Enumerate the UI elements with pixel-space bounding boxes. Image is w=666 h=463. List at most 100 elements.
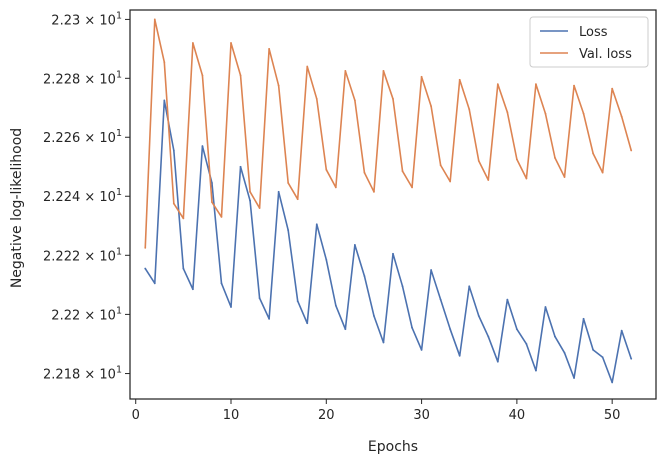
series-0-point-12 [258, 297, 261, 300]
series-1-point-32 [449, 180, 452, 183]
series-0-point-13 [268, 317, 271, 320]
series-0-point-0 [144, 267, 147, 270]
legend: Loss Val. loss [529, 16, 649, 68]
series-1-point-20 [334, 186, 337, 189]
series-0-point-43 [554, 335, 556, 338]
series-0-point-4 [182, 267, 185, 270]
series-1-point-48 [601, 171, 604, 174]
series-1-point-6 [201, 74, 204, 77]
series-1-point-39 [515, 158, 518, 161]
legend-label-loss: Loss [579, 25, 608, 40]
x-tick-label-40: 40 [509, 408, 526, 423]
series-0-point-8 [220, 282, 223, 285]
series-0-point-2 [163, 99, 166, 102]
x-tick-label-10: 10 [223, 408, 240, 423]
series-0-point-19 [325, 258, 328, 261]
series-0-point-21 [344, 328, 347, 331]
series-0-point-9 [230, 306, 232, 308]
series-1-point-49 [611, 87, 614, 90]
series-1-point-30 [430, 105, 433, 108]
series-1-point-51 [630, 149, 633, 152]
y-tick-label-3: 2.224 × 101 [43, 187, 122, 205]
x-tick-label-50: 50 [604, 408, 621, 423]
series-1-point-31 [439, 164, 442, 167]
series-0-point-14 [277, 190, 280, 193]
x-axis: 0 10 20 30 40 50 [132, 399, 621, 423]
series-layer [144, 18, 633, 384]
y-tick-label-4: 2.226 × 101 [43, 128, 122, 146]
series-0-point-3 [172, 149, 175, 152]
series-0-point-23 [363, 275, 366, 277]
series-0-point-36 [487, 335, 490, 338]
series-1-point-4 [182, 217, 185, 220]
series-0-point-18 [315, 223, 318, 226]
series-0-point-34 [468, 285, 471, 288]
series-1-point-13 [268, 47, 271, 50]
series-1-point-17 [306, 65, 309, 68]
series-0-point-32 [449, 328, 452, 331]
x-tick-label-0: 0 [132, 408, 140, 423]
series-1-point-38 [506, 111, 509, 114]
series-1-point-7 [211, 201, 213, 204]
x-tick-label-20: 20 [318, 408, 335, 423]
series-0-point-17 [306, 322, 309, 325]
y-tick-label-5: 2.228 × 101 [43, 69, 122, 87]
y-tick-label-2: 2.222 × 101 [43, 246, 122, 264]
series-0-point-39 [515, 328, 518, 331]
y-tick-label-1: 2.22 × 101 [51, 305, 122, 323]
series-1-point-3 [172, 202, 175, 205]
series-0-point-26 [392, 252, 394, 255]
series-1-point-14 [277, 84, 280, 87]
series-1-point-21 [344, 70, 347, 72]
series-1-point-25 [382, 70, 385, 72]
series-0-point-40 [525, 343, 528, 345]
series-1-point-47 [592, 152, 595, 155]
series-1-point-36 [487, 179, 490, 181]
series-0-point-50 [620, 329, 623, 332]
series-1-point-33 [458, 78, 461, 81]
series-line-1 [144, 18, 632, 248]
series-0-point-48 [601, 356, 604, 359]
series-1-point-50 [620, 115, 623, 118]
series-1-point-15 [287, 182, 290, 184]
series-0-point-37 [496, 360, 499, 363]
series-0-point-5 [191, 288, 194, 291]
series-1-point-43 [554, 156, 556, 159]
series-0-point-20 [334, 304, 337, 307]
series-0-point-10 [239, 165, 242, 168]
series-1-point-45 [573, 84, 575, 87]
y-tick-label-6: 2.23 × 101 [51, 10, 122, 28]
y-axis-label: Negative log-likelihood [9, 128, 25, 288]
series-1-point-29 [420, 75, 423, 78]
y-tick-label-0: 2.218 × 101 [43, 365, 122, 383]
series-line-0 [144, 99, 632, 384]
series-0-point-45 [573, 377, 575, 379]
legend-label-val-loss: Val. loss [579, 47, 632, 62]
series-0-point-49 [611, 381, 614, 384]
series-0-point-51 [630, 357, 633, 360]
series-1-point-24 [373, 190, 375, 193]
series-0-point-25 [382, 341, 385, 344]
series-0-point-27 [401, 285, 404, 288]
series-0-point-38 [506, 298, 509, 301]
series-1-point-9 [230, 42, 232, 44]
series-0-point-29 [420, 348, 423, 351]
series-1-point-41 [535, 83, 537, 86]
series-0-point-42 [544, 306, 547, 308]
series-1-point-40 [525, 177, 528, 180]
series-1-point-1 [153, 18, 156, 21]
series-1-point-37 [496, 83, 499, 86]
series-1-point-46 [582, 112, 585, 115]
series-0-point-35 [477, 314, 480, 317]
series-0-point-33 [458, 354, 461, 357]
series-1-point-10 [239, 74, 242, 77]
series-0-point-47 [592, 348, 595, 351]
series-1-point-2 [163, 61, 166, 64]
series-1-point-19 [325, 168, 328, 171]
series-1-point-23 [363, 171, 366, 174]
series-1-point-28 [411, 186, 413, 189]
series-0-point-11 [249, 199, 251, 202]
series-1-point-22 [353, 99, 356, 102]
series-1-point-18 [315, 98, 318, 100]
